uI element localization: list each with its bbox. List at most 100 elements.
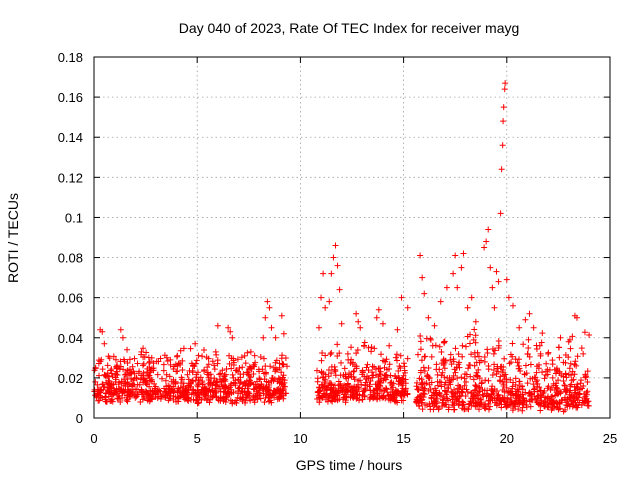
data-point bbox=[522, 362, 529, 369]
data-point bbox=[447, 351, 454, 358]
data-point bbox=[272, 387, 279, 394]
data-point bbox=[526, 310, 533, 317]
data-point bbox=[558, 372, 565, 379]
data-point bbox=[342, 394, 349, 401]
data-point bbox=[175, 398, 182, 405]
data-point bbox=[337, 384, 344, 391]
data-point bbox=[105, 393, 112, 400]
data-point bbox=[578, 345, 585, 352]
data-point bbox=[564, 396, 571, 403]
data-point bbox=[137, 376, 144, 383]
data-point bbox=[461, 406, 468, 413]
data-point bbox=[104, 362, 111, 369]
data-point bbox=[351, 376, 358, 383]
data-point bbox=[394, 390, 401, 397]
data-point bbox=[508, 391, 515, 398]
y-tick-label: 0.14 bbox=[58, 130, 83, 145]
data-point bbox=[273, 357, 280, 364]
x-tick-label: 0 bbox=[90, 431, 97, 446]
data-point bbox=[438, 372, 445, 379]
data-point bbox=[114, 362, 121, 369]
y-tick-label: 0 bbox=[76, 411, 83, 426]
data-point bbox=[332, 382, 339, 389]
data-point bbox=[167, 356, 174, 363]
data-point bbox=[549, 361, 556, 368]
data-point bbox=[392, 354, 399, 361]
data-point bbox=[530, 324, 537, 331]
data-point bbox=[327, 351, 334, 358]
data-point bbox=[116, 379, 123, 386]
chart-title: Day 040 of 2023, Rate Of TEC Index for r… bbox=[179, 20, 520, 36]
data-point bbox=[175, 385, 182, 392]
data-point bbox=[418, 376, 425, 383]
data-point bbox=[582, 393, 589, 400]
data-point bbox=[341, 365, 348, 372]
data-point bbox=[567, 360, 574, 367]
data-point bbox=[265, 394, 272, 401]
data-point bbox=[569, 333, 576, 340]
data-point bbox=[537, 407, 544, 414]
data-point bbox=[433, 361, 440, 368]
data-point bbox=[497, 210, 504, 217]
data-point bbox=[207, 379, 214, 386]
data-point bbox=[179, 376, 186, 383]
data-point bbox=[448, 361, 455, 368]
data-point bbox=[318, 294, 325, 301]
data-point bbox=[165, 397, 172, 404]
data-point bbox=[491, 347, 498, 354]
data-point bbox=[146, 372, 153, 379]
data-point bbox=[490, 367, 497, 374]
data-point bbox=[395, 381, 402, 388]
data-point bbox=[467, 331, 474, 338]
data-point bbox=[282, 390, 289, 397]
data-point bbox=[430, 389, 437, 396]
data-point bbox=[501, 394, 508, 401]
data-point bbox=[348, 344, 355, 351]
data-point bbox=[368, 344, 375, 351]
data-point bbox=[436, 343, 443, 350]
data-point bbox=[470, 376, 477, 383]
data-point bbox=[108, 397, 115, 404]
data-point bbox=[420, 364, 427, 371]
data-point bbox=[520, 341, 527, 348]
data-point bbox=[427, 403, 434, 410]
data-point bbox=[369, 363, 376, 370]
data-point bbox=[246, 377, 253, 384]
data-point bbox=[328, 363, 335, 370]
data-point bbox=[393, 357, 400, 364]
data-point bbox=[182, 390, 189, 397]
data-point bbox=[548, 394, 555, 401]
data-point bbox=[262, 369, 269, 376]
data-point bbox=[385, 393, 392, 400]
data-point bbox=[581, 390, 588, 397]
data-point bbox=[361, 343, 368, 350]
x-axis-label: GPS time / hours bbox=[296, 457, 403, 473]
data-point bbox=[468, 395, 475, 402]
data-point bbox=[107, 367, 114, 374]
data-point bbox=[526, 353, 533, 360]
data-point bbox=[225, 384, 232, 391]
data-point bbox=[486, 397, 493, 404]
data-point bbox=[157, 355, 164, 362]
data-point bbox=[404, 355, 411, 362]
data-point bbox=[533, 369, 540, 376]
data-point bbox=[524, 380, 531, 387]
data-point bbox=[313, 367, 320, 374]
data-point bbox=[148, 354, 155, 361]
data-point bbox=[139, 372, 146, 379]
data-point bbox=[572, 358, 579, 365]
data-point bbox=[497, 378, 504, 385]
data-point bbox=[438, 379, 445, 386]
data-point bbox=[321, 376, 328, 383]
data-point bbox=[110, 391, 117, 398]
data-point bbox=[538, 339, 545, 346]
data-point bbox=[322, 352, 329, 359]
data-point bbox=[400, 360, 407, 367]
data-point bbox=[480, 392, 487, 399]
data-point bbox=[539, 369, 546, 376]
data-point bbox=[222, 383, 229, 390]
data-point bbox=[489, 284, 496, 291]
data-point bbox=[545, 404, 552, 411]
data-point bbox=[332, 368, 339, 375]
data-point bbox=[257, 376, 264, 383]
